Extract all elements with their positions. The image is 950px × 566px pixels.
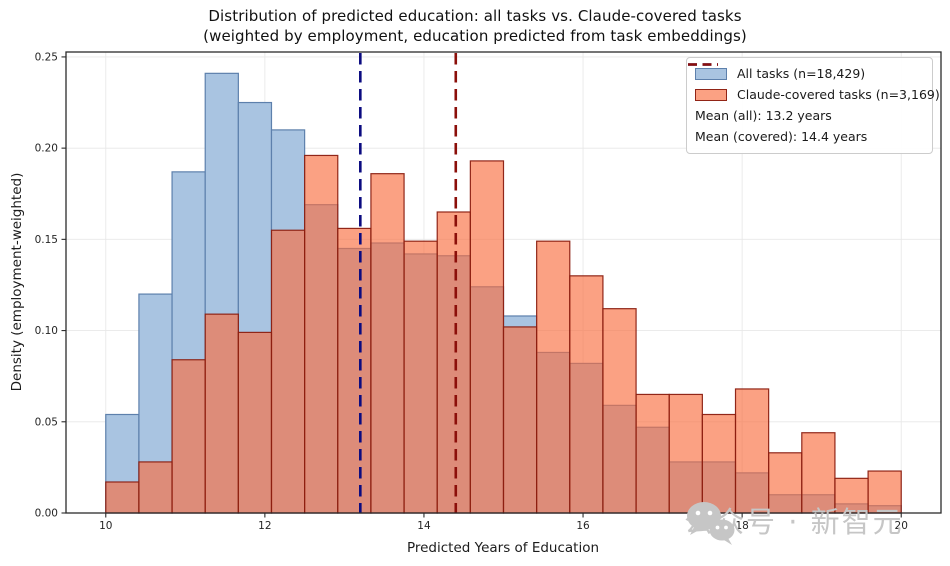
x-tick-label: 16 <box>576 520 590 532</box>
y-tick-label: 0.20 <box>35 143 58 155</box>
x-tick-label: 20 <box>895 520 908 532</box>
legend-label-mean-all: Mean (all): 13.2 years <box>695 108 832 123</box>
histogram-bar <box>668 393 703 514</box>
histogram-bar <box>734 388 770 514</box>
histogram-bar <box>304 154 339 514</box>
legend-item-all-tasks: All tasks (n=18,429) <box>695 64 923 83</box>
histogram-bar <box>370 173 405 514</box>
legend-label-mean-covered: Mean (covered): 14.4 years <box>695 129 868 144</box>
x-axis-label: Predicted Years of Education <box>406 540 600 556</box>
x-tick-label: 10 <box>99 520 112 532</box>
legend-label-covered-tasks: Claude-covered tasks (n=3,169) <box>737 87 940 102</box>
histogram-bar <box>337 227 372 514</box>
histogram-bar <box>237 331 273 514</box>
legend-item-mean-all: Mean (all): 13.2 years <box>688 63 923 125</box>
covered-tasks-swatch <box>695 88 727 101</box>
histogram-bar <box>204 313 239 514</box>
x-tick-label: 12 <box>258 520 271 532</box>
x-tick-label: 14 <box>417 520 431 532</box>
y-axis-label: Density (employment-weighted) <box>9 172 25 392</box>
histogram-bar <box>602 308 637 514</box>
y-tick-label: 0.05 <box>35 416 58 428</box>
y-tick-label: 0.10 <box>35 325 58 337</box>
legend-label-all-tasks: All tasks (n=18,429) <box>737 66 866 81</box>
histogram-bar <box>469 160 505 514</box>
all-tasks-swatch <box>695 67 727 80</box>
histogram-bar <box>701 413 737 514</box>
histogram-bar <box>569 275 604 514</box>
histogram-bar <box>768 452 803 514</box>
histogram-bar <box>867 470 902 514</box>
chart-title-line1: Distribution of predicted education: all… <box>208 7 742 25</box>
tick-labels: 10 12 14 16 18 20 0.00 0.05 0.10 0.15 0.20 0.25 <box>35 51 908 532</box>
mean-covered-dash-swatch <box>688 63 718 66</box>
histogram-bar <box>801 432 836 514</box>
axis-ticks <box>61 56 902 518</box>
x-tick-label: 18 <box>735 520 748 532</box>
histogram-bar <box>635 393 670 514</box>
chart-title-line2: (weighted by employment, education predi… <box>203 27 747 45</box>
histogram-bar <box>436 211 471 514</box>
y-tick-label: 0.15 <box>35 234 58 246</box>
histogram-bar <box>270 229 306 514</box>
histogram-bar <box>105 481 140 514</box>
bars-covered-tasks <box>105 154 902 514</box>
histogram-bar <box>171 359 206 514</box>
y-tick-label: 0.00 <box>35 508 58 520</box>
y-tick-label: 0.25 <box>35 51 58 63</box>
histogram-bar <box>403 240 438 514</box>
histogram-bar <box>536 240 571 514</box>
histogram-bar <box>502 326 538 514</box>
legend-item-covered-tasks: Claude-covered tasks (n=3,169) <box>695 85 940 104</box>
legend-item-mean-covered: Mean (covered): 14.4 years <box>688 63 923 146</box>
histogram-bar <box>138 461 173 514</box>
histogram-bar <box>834 477 869 514</box>
chart-title: Distribution of predicted education: all… <box>0 6 950 46</box>
legend: All tasks (n=18,429) Claude-covered task… <box>686 57 940 154</box>
plot-border <box>65 51 942 514</box>
